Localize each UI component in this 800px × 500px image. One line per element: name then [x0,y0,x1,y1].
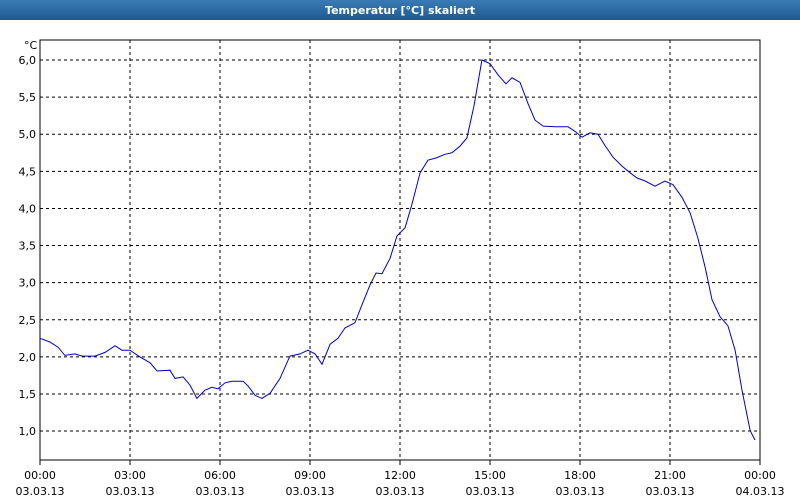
y-tick-label: 5,0 [19,128,37,141]
chart-title: Temperatur [°C] skaliert [325,4,475,17]
x-tick-label: 21:00 [654,469,686,482]
y-tick-label: 6,0 [19,54,37,67]
y-tick-label: 3,0 [19,277,37,290]
x-tick-date: 03.03.13 [286,485,335,498]
y-tick-label: 3,5 [19,240,37,253]
x-tick-date: 03.03.13 [556,485,605,498]
x-tick-date: 03.03.13 [466,485,515,498]
y-tick-label: 2,5 [19,314,37,327]
y-tick-label: 4,0 [19,202,37,215]
temperature-line [39,59,756,441]
y-tick-label: 5,5 [19,91,37,104]
x-tick-label: 00:00 [24,469,56,482]
y-tick-label: 1,5 [19,388,37,401]
title-bar [0,0,800,20]
x-tick-label: 12:00 [384,469,416,482]
x-tick-date: 03.03.13 [646,485,695,498]
x-tick-label: 15:00 [474,469,506,482]
x-tick-label: 03:00 [114,469,146,482]
x-tick-date: 03.03.13 [106,485,155,498]
x-tick-label: 06:00 [204,469,236,482]
x-tick-label: 09:00 [294,469,326,482]
y-axis-unit: °C [24,39,38,52]
x-tick-date: 03.03.13 [16,485,65,498]
x-tick-label: 00:00 [744,469,776,482]
x-tick-date: 04.03.13 [736,485,785,498]
x-tick-date: 03.03.13 [376,485,425,498]
x-tick-date: 03.03.13 [196,485,245,498]
y-tick-label: 1,0 [19,425,37,438]
y-tick-label: 2,0 [19,351,37,364]
x-tick-label: 18:00 [564,469,596,482]
y-tick-label: 4,5 [19,165,37,178]
